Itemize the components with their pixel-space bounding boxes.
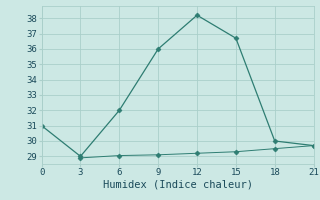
X-axis label: Humidex (Indice chaleur): Humidex (Indice chaleur) <box>103 180 252 190</box>
